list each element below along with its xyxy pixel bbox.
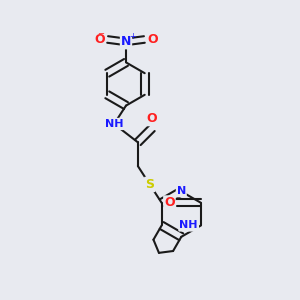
Text: N: N [177, 187, 186, 196]
Text: NH: NH [105, 119, 123, 129]
Text: NH: NH [179, 220, 198, 230]
Text: O: O [147, 112, 157, 125]
Text: O: O [164, 196, 175, 209]
Text: −: − [97, 29, 104, 38]
Text: O: O [94, 33, 105, 46]
Text: N: N [121, 35, 131, 48]
Text: S: S [145, 178, 154, 191]
Text: +: + [129, 32, 136, 41]
Text: O: O [147, 33, 158, 46]
